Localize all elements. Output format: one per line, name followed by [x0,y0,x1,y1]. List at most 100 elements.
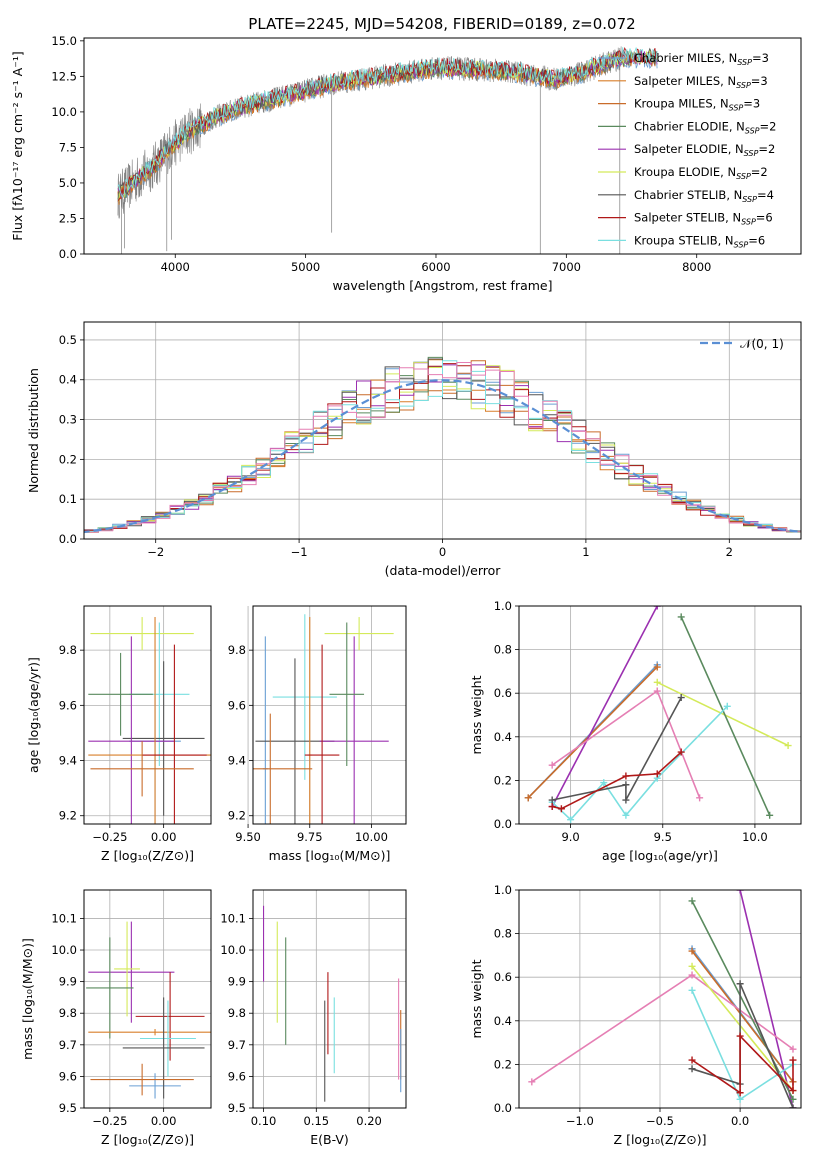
panel-residuals: −2 −1 0 1 2 0.0 0.1 0.2 0.3 0.4 0.5 (data-model)/er… [26,321,802,578]
weight-marker [653,770,661,778]
weight-marker [688,1056,696,1064]
weight-marker [622,772,630,780]
x-tick-label: 4000 [161,260,190,274]
x-axis-label: (data-model)/error [385,563,502,578]
x-tick-label: 6000 [421,260,450,274]
weight-marker [653,687,661,695]
weight-line-1 [691,950,794,1083]
y-tick-label: 0.4 [494,730,512,744]
weight-marker [622,781,630,789]
y-tick-label: 9.2 [228,809,246,823]
y-tick-label: 0.2 [59,452,77,466]
x-tick-label: −0.25 [92,830,127,844]
weight-marker [766,811,774,819]
y-tick-label: 1.0 [494,883,512,897]
y-tick-label: 0.0 [494,817,512,831]
y-axis-label: Normed distribution [26,368,41,493]
weight-marker [688,986,696,994]
x-tick-label: 8000 [682,260,711,274]
weight-line-6 [551,705,728,821]
panel-weight_z: −1.0 −0.5 0.0 0.0 0.2 0.4 0.6 0.8 1.0 Z [log₁₀(Z/… [469,883,802,1147]
y-tick-label: 10.1 [220,911,246,925]
weight-marker [688,947,696,955]
plot-area-weight_age [524,606,792,824]
y-axis-label: age [log₁₀(age/yr)] [26,657,41,773]
x-axis-label: Z [log₁₀(Z/Z⊙)] [101,1132,194,1147]
weight-marker [736,1095,744,1103]
weight-marker [789,1056,797,1064]
y-tick-label: 0.2 [494,1057,512,1071]
y-tick-label: 0.0 [59,532,77,546]
model-line-8 [117,47,658,199]
weight-marker [789,1087,797,1095]
weight-marker [789,1095,797,1103]
histogram-step-9 [84,362,801,533]
panel-ebv_mass: 0.10 0.15 0.20 9.5 9.6 9.7 9.8 9.9 10.0 10.1 E(B-V… [220,889,407,1147]
weight-line-2 [551,606,658,807]
x-tick-label: 0.00 [151,1114,177,1128]
normal-curve [84,379,801,534]
x-tick-label: 9.75 [297,830,323,844]
legend-entry: Kroupa STELIB, NSSP=6 [634,233,765,249]
x-tick-label: 10.00 [355,830,388,844]
x-tick-label: 0 [439,545,446,559]
panel-mass_age: 9.50 9.75 10.00 9.2 9.4 9.6 9.8 mass [log₁₀(M/M… [228,605,407,863]
x-tick-label: −2 [147,545,164,559]
weight-marker [600,779,608,787]
y-tick-label: 0.1 [59,492,77,506]
panel-spectrum: 4000 5000 6000 7000 8000 0.0 2.5 5.0 7.5 10.0 12.5… [10,34,802,293]
weight-line-4 [656,681,789,747]
y-tick-label: 9.9 [59,975,77,989]
y-tick-label: 9.6 [228,1069,246,1083]
y-tick-label: 9.2 [59,809,77,823]
weight-marker [736,890,744,894]
axes-frame [252,605,407,825]
histogram-legend: 𝒩(0, 1) [700,337,784,351]
weight-marker [696,794,704,802]
x-tick-label: 9.5 [654,830,672,844]
weight-marker [653,678,661,686]
x-axis-label: Z [log₁₀(Z/Z⊙)] [101,848,194,863]
x-tick-label: 1 [582,545,589,559]
weight-marker [688,1065,696,1073]
weight-marker [557,805,565,813]
figure-title: PLATE=2245, MJD=54208, FIBERID=0189, z=0… [248,15,635,33]
legend-entry: Salpeter MILES, NSSP=3 [634,74,768,90]
y-tick-label: 0.6 [494,970,512,984]
y-axis-label: mass weight [469,675,484,754]
plot-area-weight_z [528,890,797,1108]
panel-z_mass: −0.25 0.00 9.5 9.6 9.7 9.8 9.9 10.0 10.1 Z [log₁₀… [20,889,212,1147]
weight-line-5 [680,616,771,816]
y-axis-label: mass [log₁₀(M/M⊙)] [20,938,35,1060]
weight-marker [688,971,696,979]
weight-marker [548,796,556,804]
x-tick-label: 9.0 [561,830,579,844]
y-tick-label: 0.2 [494,773,512,787]
y-tick-label: 9.8 [228,1006,246,1020]
x-axis-label: Z [log₁₀(Z/Z⊙)] [614,1132,707,1147]
plot-area-z_mass [86,921,211,1099]
x-tick-label: −0.25 [92,1114,127,1128]
x-tick-label: 0.15 [304,1114,330,1128]
y-tick-label: 9.8 [59,1006,77,1020]
y-tick-label: 12.5 [51,69,77,83]
weight-marker [653,663,661,671]
weight-marker [677,613,685,621]
weight-marker [653,606,661,610]
weight-marker [736,1032,744,1040]
legend-entry: 𝒩(0, 1) [740,337,784,351]
x-tick-label: 9.50 [235,830,261,844]
weight-marker [789,1045,797,1053]
y-tick-label: 9.8 [59,643,77,657]
x-tick-label: 5000 [291,260,320,274]
weight-line-7 [552,697,682,801]
weight-marker [622,811,630,819]
y-tick-label: 9.6 [59,698,77,712]
axes-frame [83,37,802,255]
plot-area-z_age [88,617,211,824]
panel-weight_age: 9.0 9.5 10.0 0.0 0.2 0.4 0.6 0.8 1.0 age [log₁₀(a… [469,599,802,863]
axes-frame [518,605,802,825]
x-tick-label: 7000 [552,260,581,274]
plot-area-ebv_mass [263,905,402,1102]
